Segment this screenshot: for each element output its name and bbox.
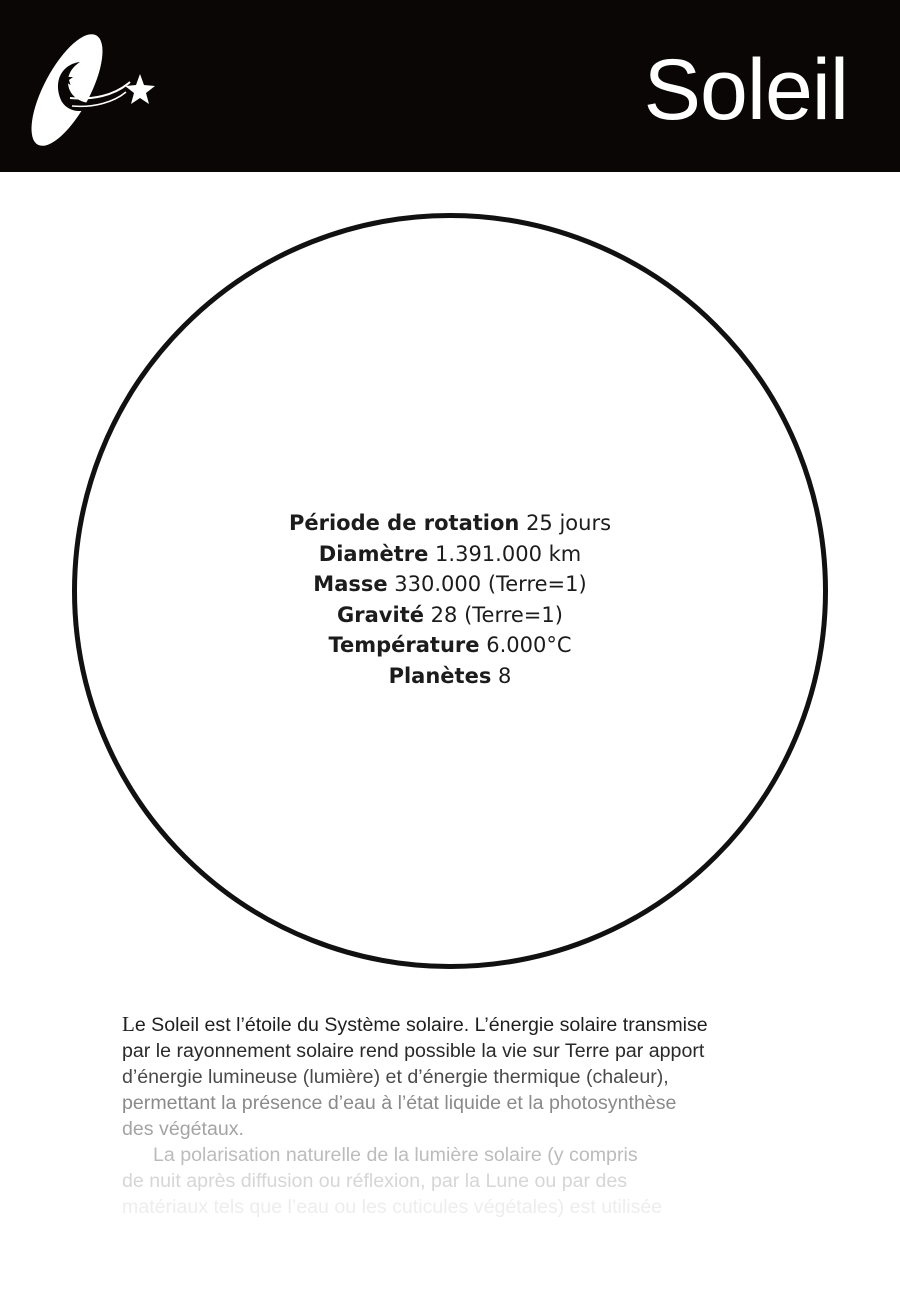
- fact-label: Diamètre: [318, 541, 429, 566]
- fact-label: Planètes: [388, 663, 492, 688]
- description-line: La polarisation naturelle de la lumière …: [153, 1144, 638, 1166]
- fact-rotation-period: Période de rotation 25 jours: [72, 508, 828, 539]
- fact-label: Période de rotation: [288, 511, 520, 535]
- fact-value: 330.000 (Terre=1): [394, 572, 587, 596]
- fact-value: 8: [498, 663, 512, 688]
- fact-label: Température: [328, 633, 480, 657]
- comet-moon-star-logo-icon: [31, 34, 155, 146]
- description-line: d’énergie lumineuse (lumière) et d’énerg…: [122, 1066, 669, 1088]
- fact-value: 28 (Terre=1): [430, 602, 563, 627]
- fact-planets: Planètes 8: [72, 661, 828, 692]
- drop-cap: L: [122, 1012, 135, 1036]
- page-title: Soleil: [643, 42, 849, 138]
- description-line-text: e Soleil est l’étoile du Système solaire…: [134, 1014, 708, 1036]
- description-line: par le rayonnement solaire rend possible…: [122, 1040, 705, 1062]
- fact-label: Masse: [313, 572, 388, 596]
- fact-temperature: Température 6.000°C: [72, 630, 828, 661]
- description-line: permettant la présence d’eau à l’état li…: [122, 1092, 677, 1114]
- fact-value: 1.391.000 km: [435, 541, 582, 566]
- fact-label: Gravité: [337, 602, 424, 627]
- description-line: Le Soleil est l’étoile du Système solair…: [122, 1011, 802, 1038]
- sun-circle: [72, 213, 828, 969]
- description-text: Le Soleil est l’étoile du Système solair…: [122, 1011, 802, 1220]
- fact-mass: Masse 330.000 (Terre=1): [72, 569, 828, 600]
- fact-value: 6.000°C: [486, 633, 572, 657]
- description-line: des végétaux.: [122, 1118, 245, 1140]
- fact-gravity: Gravité 28 (Terre=1): [72, 600, 828, 631]
- sun-facts: Période de rotation 25 jours Diamètre 1.…: [72, 508, 828, 691]
- fact-value: 25 jours: [526, 511, 612, 535]
- fact-diameter: Diamètre 1.391.000 km: [72, 539, 828, 570]
- description-line: matériaux tels que l’eau ou les cuticule…: [122, 1196, 663, 1218]
- description-line: de nuit après diffusion ou réflexion, pa…: [122, 1170, 628, 1192]
- page-header: Soleil: [0, 0, 900, 172]
